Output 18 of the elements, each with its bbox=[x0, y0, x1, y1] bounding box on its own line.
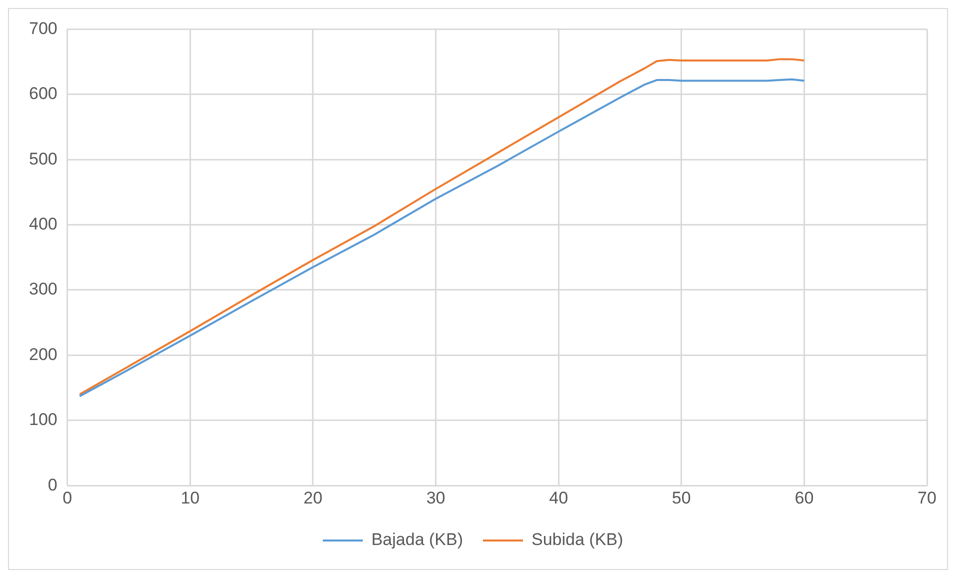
x-tick-label: 10 bbox=[180, 488, 200, 508]
y-tick-label: 0 bbox=[48, 475, 58, 494]
x-tick-label: 0 bbox=[62, 488, 72, 508]
y-tick-label: 200 bbox=[28, 344, 58, 364]
y-tick-label: 500 bbox=[28, 149, 58, 168]
x-tick-label: 50 bbox=[672, 488, 691, 508]
legend-label: Subida (KB) bbox=[532, 530, 624, 550]
y-tick-label: 700 bbox=[28, 18, 58, 38]
x-tick-label: 60 bbox=[794, 488, 814, 508]
y-tick-label: 100 bbox=[28, 410, 58, 430]
y-tick-label: 400 bbox=[28, 214, 58, 234]
x-tick-label: 20 bbox=[304, 488, 322, 508]
x-tick-label: 40 bbox=[549, 488, 568, 508]
x-tick-label: 70 bbox=[918, 488, 936, 508]
legend-label: Bajada (KB) bbox=[371, 530, 464, 550]
y-tick-label: 600 bbox=[28, 84, 58, 104]
x-tick-label: 30 bbox=[426, 488, 446, 508]
y-tick-label: 300 bbox=[28, 280, 58, 299]
